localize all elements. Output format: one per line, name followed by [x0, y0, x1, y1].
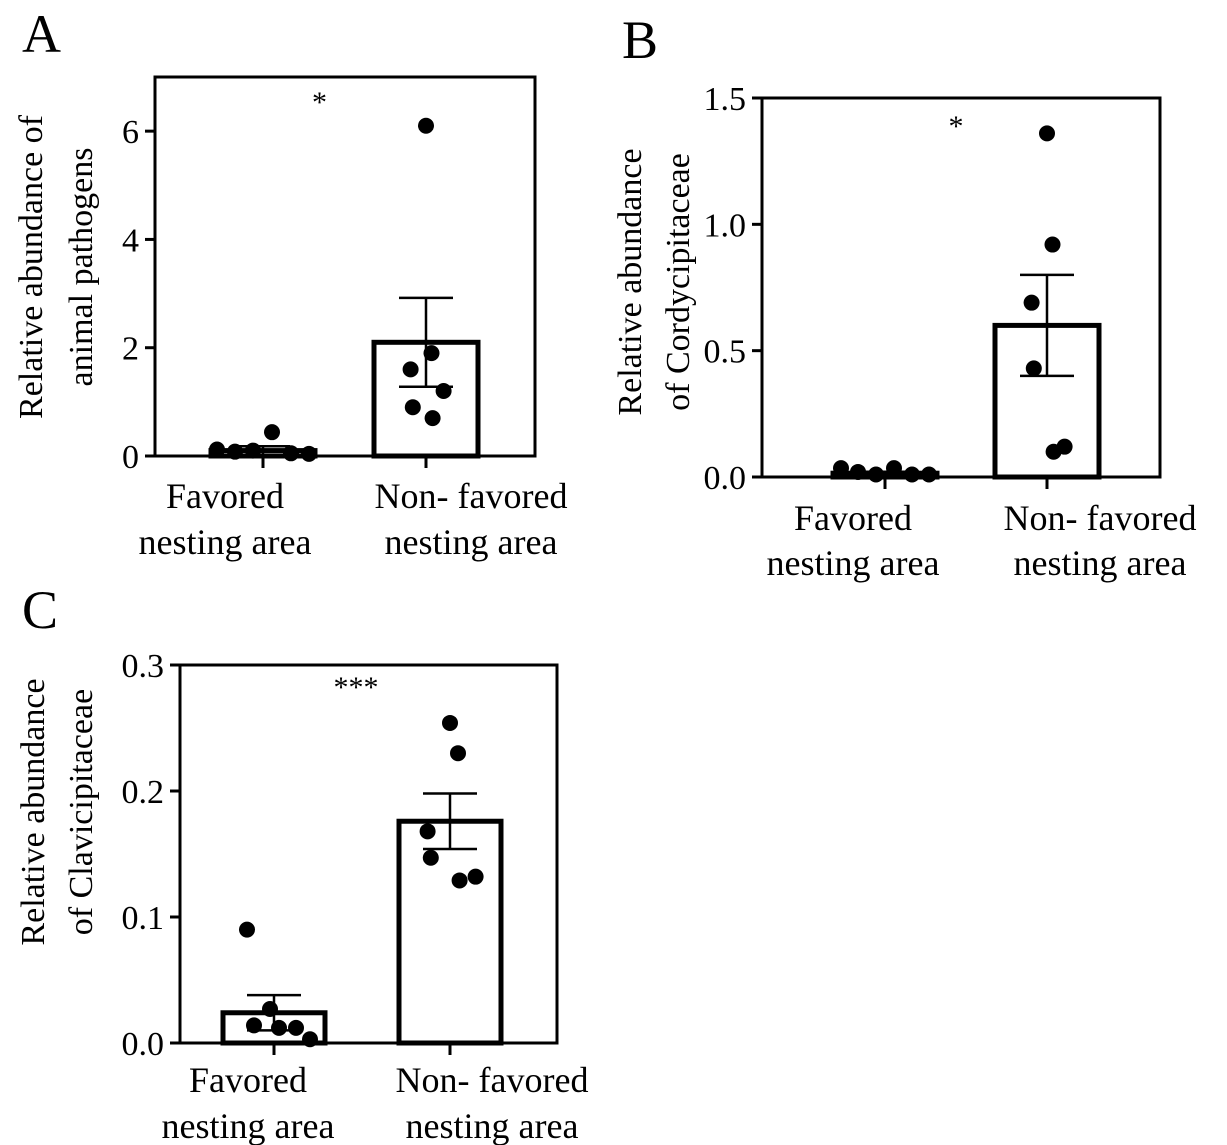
- category-label: nesting area: [406, 1106, 579, 1145]
- data-point: [921, 466, 937, 483]
- category-label: Favored: [166, 476, 284, 516]
- y-axis-title: Relative abundance: [612, 148, 649, 415]
- plot-frame: [178, 663, 559, 1045]
- panel-a: A 0 2 4 6 Relative abundance of animal pathoge…: [13, 4, 567, 562]
- bar: [396, 818, 504, 1046]
- category-label: nesting area: [1014, 543, 1187, 583]
- data-point: [262, 1000, 278, 1017]
- data-point: [424, 410, 441, 427]
- data-point: [209, 441, 225, 458]
- data-point: [264, 424, 280, 441]
- data-point: [868, 466, 884, 483]
- data-point: [288, 1019, 304, 1036]
- data-point: [302, 1031, 318, 1048]
- y-tick-label: 0.3: [122, 648, 165, 685]
- y-tick-label: 1.5: [704, 81, 747, 118]
- data-point: [451, 872, 468, 889]
- data-point: [467, 868, 484, 885]
- panel-letter: C: [22, 580, 58, 640]
- panel-letter: B: [622, 10, 658, 70]
- panel-letter: A: [22, 4, 61, 64]
- category-label: Non- favored: [375, 476, 568, 516]
- data-point: [246, 1017, 262, 1034]
- y-tick-label: 6: [122, 114, 139, 151]
- category-label: nesting area: [162, 1106, 335, 1145]
- y-axis-title: of Cordycipitaceae: [660, 153, 697, 411]
- data-point: [423, 345, 440, 362]
- y-axis-title: Relative abundance of: [13, 114, 50, 419]
- data-point: [435, 383, 452, 400]
- data-point: [419, 823, 436, 840]
- significance-marker: ***: [334, 671, 379, 704]
- data-point: [245, 442, 261, 459]
- y-tick-label: 0.2: [122, 774, 165, 811]
- data-point: [886, 460, 902, 477]
- data-point: [402, 361, 419, 378]
- plot-frame: [760, 96, 1162, 479]
- y-tick-label: 4: [122, 222, 139, 259]
- y-tick-label: 0: [122, 439, 139, 476]
- y-tick-label: 0.0: [704, 460, 747, 497]
- significance-marker: *: [949, 110, 964, 143]
- y-tick-label: 2: [122, 331, 139, 368]
- data-point: [239, 921, 255, 938]
- category-label: nesting area: [767, 543, 940, 583]
- data-point: [422, 849, 439, 866]
- data-point: [271, 1019, 287, 1036]
- data-point: [450, 745, 466, 762]
- data-point: [1039, 125, 1055, 142]
- data-point: [283, 445, 299, 462]
- category-label: Favored: [794, 498, 912, 538]
- y-tick-label: 0.1: [122, 900, 165, 937]
- y-axis-title: animal pathogens: [63, 148, 100, 387]
- data-point: [1023, 294, 1040, 311]
- data-point: [404, 399, 421, 416]
- data-point: [1044, 236, 1061, 253]
- category-label: Favored: [189, 1060, 307, 1100]
- y-tick-label: 1.0: [704, 207, 747, 244]
- data-point: [418, 117, 434, 134]
- plot-frame: [153, 75, 537, 458]
- y-tick-label: 0.0: [122, 1026, 165, 1063]
- data-point: [1045, 443, 1062, 460]
- data-point: [833, 460, 849, 477]
- y-tick-label: 0.5: [704, 334, 747, 371]
- data-point: [1025, 360, 1042, 377]
- data-point: [227, 443, 243, 460]
- significance-marker: *: [312, 86, 327, 119]
- data-point: [301, 445, 317, 462]
- y-axis-title: of Clavicipitaceae: [63, 689, 100, 935]
- panel-c: C 0.0 0.1 0.2 0.3 Relative abundance of Clavic…: [15, 580, 588, 1145]
- category-label: nesting area: [139, 522, 312, 562]
- category-label: nesting area: [385, 522, 558, 562]
- data-point: [850, 463, 866, 480]
- category-label: Non- favored: [396, 1060, 589, 1100]
- data-point: [904, 466, 920, 483]
- data-point: [442, 714, 458, 731]
- category-label: Non- favored: [1004, 498, 1197, 538]
- panel-b: B 0.0 0.5 1.0 1.5 Relative abundance of Cordyc…: [612, 10, 1196, 583]
- y-axis-title: Relative abundance: [15, 678, 52, 945]
